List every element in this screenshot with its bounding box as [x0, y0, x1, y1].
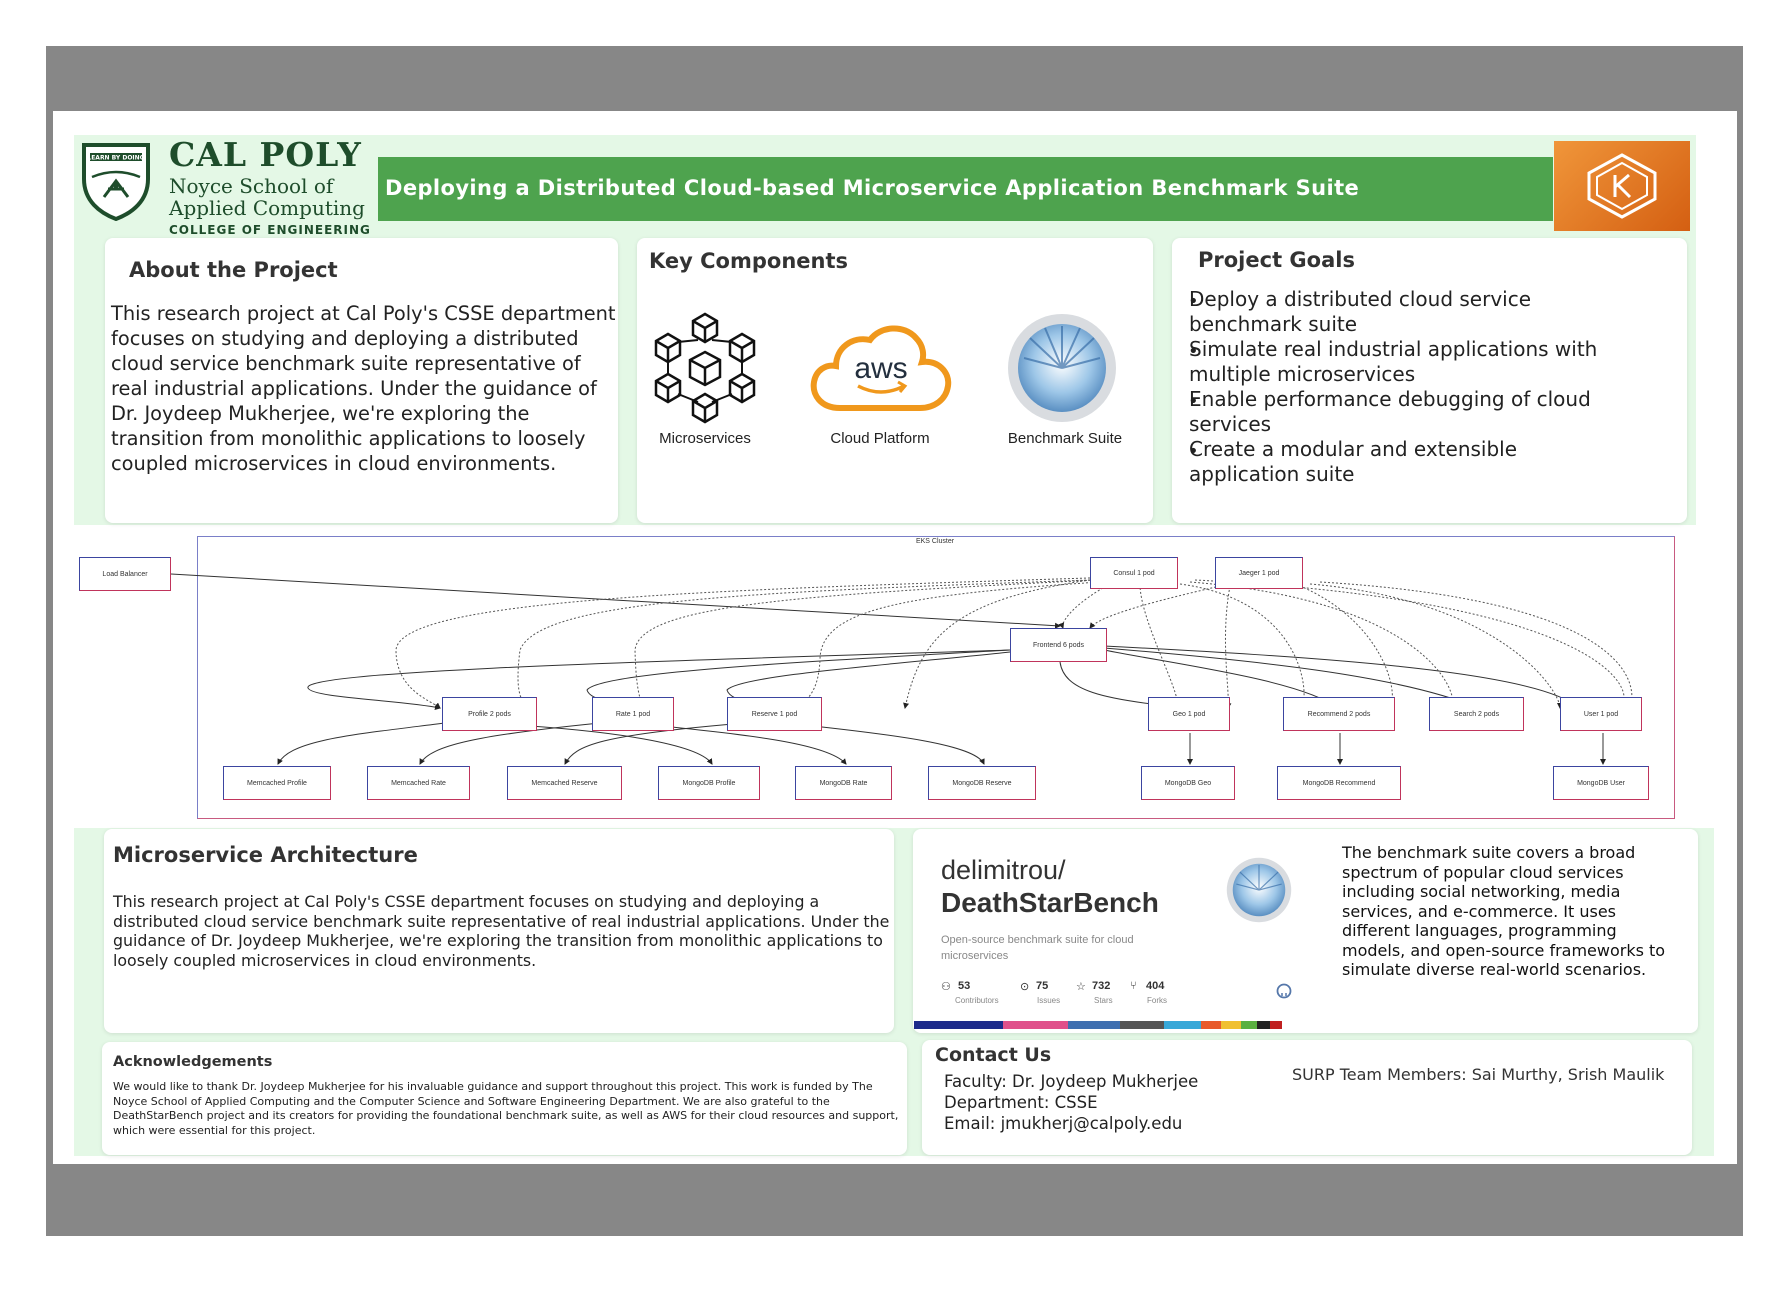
repo-description: Open-source benchmark suite for cloud mi…	[941, 934, 1134, 962]
acknowledgements-text: We would like to thank Dr. Joydeep Mukhe…	[113, 1080, 899, 1137]
kubernetes-badge	[1554, 141, 1690, 231]
node-mongodb-recommend: MongoDB Recommend	[1277, 766, 1401, 800]
benchmark-info-card	[913, 829, 1698, 1033]
hexagon-cubes-icon	[654, 312, 756, 424]
about-text: This research project at Cal Poly's CSSE…	[111, 302, 616, 475]
contributors-count: 53	[958, 980, 971, 992]
about-heading: About the Project	[129, 258, 338, 282]
language-segment	[1241, 1021, 1258, 1029]
microservice-architecture-text: This research project at Cal Poly's CSSE…	[113, 892, 890, 970]
kubernetes-k-icon	[1587, 153, 1657, 219]
issue-icon: ⊙	[1020, 981, 1030, 993]
contact-card	[922, 1040, 1692, 1155]
node-reserve: Reserve 1 pod	[727, 697, 822, 731]
component-label-cloud-platform: Cloud Platform	[830, 430, 930, 447]
node-mongodb-profile: MongoDB Profile	[658, 766, 760, 800]
title-banner	[378, 157, 1553, 221]
surp-team-members: SURP Team Members: Sai Murthy, Srish Mau…	[1292, 1065, 1665, 1084]
poster-title: Deploying a Distributed Cloud-based Micr…	[385, 176, 1360, 200]
school-name: Noyce School of Applied Computing	[169, 175, 365, 219]
component-label-benchmark-suite: Benchmark Suite	[1007, 430, 1123, 447]
repo-name: DeathStarBench	[941, 887, 1159, 918]
college-name: COLLEGE OF ENGINEERING	[169, 223, 371, 237]
node-memcached-reserve: Memcached Reserve	[507, 766, 622, 800]
key-components-heading: Key Components	[649, 249, 849, 273]
stars-count: 732	[1092, 980, 1111, 992]
microservice-architecture-heading: Microservice Architecture	[113, 843, 418, 867]
goal-item: Simulate real industrial applications wi…	[1189, 337, 1598, 386]
node-load-balancer: Load Balancer	[79, 557, 171, 591]
project-goals-card	[1172, 238, 1687, 523]
node-mongodb-reserve: MongoDB Reserve	[928, 766, 1036, 800]
node-consul: Consul 1 pod	[1090, 557, 1178, 589]
goal-item: Deploy a distributed cloud service bench…	[1189, 287, 1532, 336]
contact-department: Department: CSSE	[944, 1093, 1098, 1112]
aws-cloud-logo: aws	[810, 325, 952, 411]
language-segment	[1002, 1021, 1068, 1029]
node-mongodb-geo: MongoDB Geo	[1141, 766, 1235, 800]
goal-bullet: •	[1188, 391, 1199, 412]
node-memcached-rate: Memcached Rate	[367, 766, 470, 800]
goal-item: Create a modular and extensible applicat…	[1189, 437, 1518, 486]
goal-bullet: •	[1188, 341, 1199, 362]
node-geo: Geo 1 pod	[1148, 697, 1230, 731]
deathstar-icon	[1008, 314, 1116, 422]
node-jaeger: Jaeger 1 pod	[1215, 557, 1303, 589]
node-recommend: Recommend 2 pods	[1283, 697, 1395, 731]
language-segment	[1067, 1021, 1121, 1029]
stars-label: Stars	[1094, 996, 1113, 1005]
forks-count: 404	[1146, 980, 1165, 992]
component-label-microservices: Microservices	[659, 430, 751, 447]
seal-motto: LEARN BY DOING	[87, 155, 144, 162]
node-memcached-profile: Memcached Profile	[223, 766, 331, 800]
node-search: Search 2 pods	[1429, 697, 1524, 731]
language-segment	[1221, 1021, 1242, 1029]
cal-poly-wordmark: CAL POLY	[169, 135, 362, 174]
school-name-line2: Applied Computing	[169, 196, 365, 220]
star-icon: ☆	[1076, 981, 1086, 993]
node-frontend: Frontend 6 pods	[1010, 628, 1107, 662]
project-goals-heading: Project Goals	[1198, 248, 1355, 272]
acknowledgements-heading: Acknowledgements	[113, 1054, 273, 1070]
acknowledgements-card	[102, 1042, 907, 1155]
language-segment	[1257, 1021, 1270, 1029]
fork-icon: ⑂	[1130, 980, 1137, 992]
about-card	[105, 238, 618, 523]
language-segment	[1200, 1021, 1222, 1029]
eks-cluster-label: EKS Cluster	[915, 538, 955, 545]
microservice-architecture-card	[104, 829, 894, 1033]
goal-bullet: •	[1188, 291, 1199, 312]
repo-owner: delimitrou/	[941, 855, 1066, 885]
cal-poly-seal-icon: LEARN BY DOING	[82, 143, 150, 221]
node-mongodb-rate: MongoDB Rate	[795, 766, 892, 800]
suite-summary-text: The benchmark suite covers a broad spect…	[1342, 843, 1666, 979]
contact-faculty: Faculty: Dr. Joydeep Mukherjee	[944, 1072, 1199, 1091]
forks-label: Forks	[1147, 996, 1167, 1005]
node-rate: Rate 1 pod	[592, 697, 674, 731]
goal-bullet: •	[1188, 441, 1199, 462]
language-segment	[914, 1021, 1003, 1029]
contact-email: Email: jmukherj@calpoly.edu	[944, 1114, 1183, 1133]
school-name-line1: Noyce School of	[169, 174, 334, 198]
github-icon	[1276, 983, 1292, 999]
goal-item: Enable performance debugging of cloud se…	[1189, 387, 1591, 436]
issues-count: 75	[1036, 980, 1049, 992]
contributors-label: Contributors	[955, 996, 999, 1005]
deathstar-icon	[1226, 857, 1292, 923]
cal-poly-logo: LEARN BY DOING CAL POLY Noyce School of …	[77, 135, 377, 237]
language-segment	[1269, 1021, 1282, 1029]
language-bar	[914, 1021, 1318, 1029]
people-icon: ⚇	[941, 981, 951, 993]
language-segment	[1164, 1021, 1201, 1029]
aws-wordmark: aws	[854, 352, 907, 385]
node-mongodb-user: MongoDB User	[1553, 766, 1649, 800]
node-user: User 1 pod	[1560, 697, 1642, 731]
issues-label: Issues	[1037, 996, 1061, 1005]
node-profile: Profile 2 pods	[442, 697, 537, 731]
contact-heading: Contact Us	[935, 1044, 1052, 1066]
language-segment	[1120, 1021, 1165, 1029]
